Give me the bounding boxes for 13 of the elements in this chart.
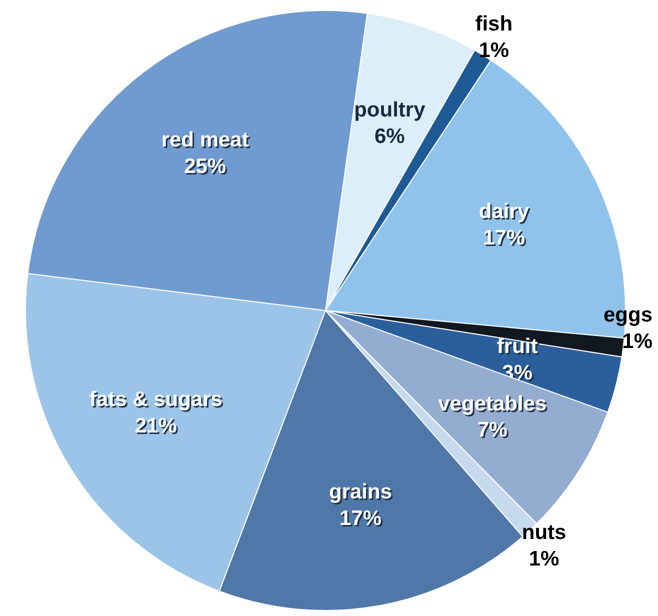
slice-label: eggs <box>603 303 652 326</box>
slice-label: poultry <box>354 98 426 122</box>
data-label: 1% <box>478 38 510 62</box>
data-label: 17% <box>484 228 527 252</box>
slice-label: fish <box>475 12 513 36</box>
data-label: 7% <box>478 420 510 444</box>
data-label: 1% <box>622 330 653 353</box>
data-label: 6% <box>374 124 406 148</box>
slice-label: nuts <box>522 520 566 544</box>
data-label: 17% <box>340 508 384 532</box>
data-label: 25% <box>186 156 228 180</box>
data-label: 21% <box>136 416 179 439</box>
data-label: 1% <box>528 547 560 570</box>
